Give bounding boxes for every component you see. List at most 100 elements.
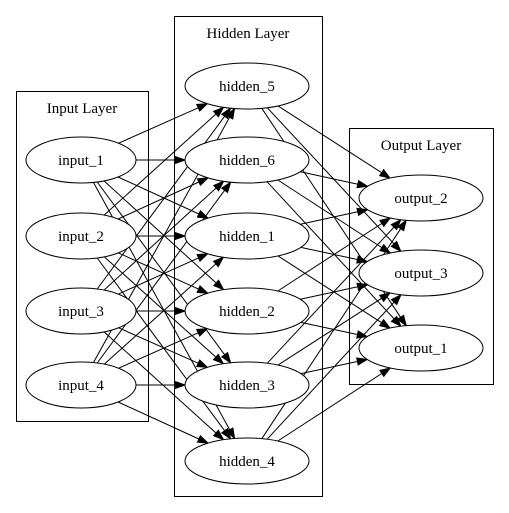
node-hidden_1: hidden_1	[184, 212, 310, 260]
edge-hidden_6-to-output_2	[300, 171, 358, 185]
node-hidden_3: hidden_3	[184, 361, 310, 409]
edge-input_2-to-hidden_5	[103, 113, 217, 216]
arrowhead-hidden_3-to-output_1	[356, 357, 369, 366]
edge-input_3-to-hidden_6	[103, 187, 217, 291]
cluster-input-label: Input Layer	[47, 101, 117, 117]
edge-hidden_6-to-output_3	[277, 179, 383, 249]
node-hidden_5: hidden_5	[184, 62, 310, 110]
node-output_3-label: output_3	[394, 266, 447, 282]
arrowhead-hidden_4-to-output_2	[396, 219, 408, 232]
arrowhead-input_1-to-hidden_2	[212, 279, 225, 291]
arrowhead-input_4-to-hidden_5	[225, 107, 236, 120]
edge-hidden_1-to-output_2	[300, 211, 358, 225]
node-input_3-label: input_3	[58, 304, 104, 320]
arrowhead-input_3-to-hidden_1	[196, 253, 210, 263]
arrowhead-input_3-to-hidden_6	[212, 180, 225, 192]
edge-hidden_6-to-output_1	[266, 181, 395, 320]
arrowhead-hidden_5-to-output_3	[390, 240, 402, 253]
node-hidden_6-label: hidden_6	[219, 153, 275, 169]
node-output_1: output_1	[358, 324, 484, 372]
edge-hidden_2-to-output_1	[300, 321, 358, 335]
arrowhead-hidden_1-to-output_3	[356, 255, 369, 264]
edge-hidden_4-to-output_3	[266, 301, 395, 440]
arrowhead-hidden_4-to-output_3	[390, 293, 402, 306]
node-input_2: input_2	[25, 212, 137, 260]
node-output_2: output_2	[358, 174, 484, 222]
arrowhead-input_2-to-hidden_4	[220, 427, 232, 440]
node-input_1-ellipse	[25, 136, 137, 184]
arrowhead-input_3-to-hidden_3	[195, 359, 209, 368]
node-input_3: input_3	[25, 287, 137, 335]
edge-hidden_3-to-output_2	[266, 226, 395, 364]
node-layer: input_1 input_2 input_3 input_4 hidden_5hidd…	[25, 62, 484, 485]
node-hidden_4: hidden_4	[184, 437, 310, 485]
edge-input_3-to-hidden_4	[103, 331, 217, 434]
arrowhead-hidden_6-to-output_1	[390, 315, 402, 328]
edge-layer	[92, 103, 408, 444]
cluster-output-label: Output Layer	[381, 138, 461, 154]
node-hidden_3-ellipse	[184, 361, 310, 409]
edge-input_2-to-hidden_6	[117, 181, 200, 220]
node-hidden_4-label: hidden_4	[219, 454, 275, 470]
node-input_4: input_4	[25, 361, 137, 409]
node-hidden_2-label: hidden_2	[219, 304, 275, 320]
arrowhead-input_2-to-hidden_6	[196, 177, 210, 187]
node-input_1: input_1	[25, 136, 137, 184]
node-input_2-label: input_2	[58, 229, 104, 245]
edge-input_3-to-hidden_1	[118, 257, 199, 295]
node-hidden_2-ellipse	[184, 287, 310, 335]
node-output_2-ellipse	[358, 174, 484, 222]
cluster-layer: Input Layer Hidden Layer Output Layer	[16, 16, 494, 497]
arrowhead-hidden_3-to-output_2	[390, 218, 402, 231]
arrowhead-hidden_6-to-output_2	[356, 179, 370, 189]
arrowhead-input_2-to-hidden_1	[174, 231, 187, 241]
edge-hidden_2-to-output_2	[277, 222, 383, 292]
arrowhead-input_1-to-hidden_6	[174, 155, 187, 165]
arrowhead-hidden_1-to-output_2	[356, 207, 370, 217]
edge-input_2-to-hidden_2	[118, 252, 199, 290]
edge-hidden_5-to-output_2	[277, 105, 382, 174]
edge-hidden_4-to-output_1	[277, 372, 383, 442]
node-input_1-label: input_1	[58, 153, 104, 169]
node-hidden_3-label: hidden_3	[219, 378, 275, 394]
node-hidden_6: hidden_6	[184, 136, 310, 184]
cluster-output-box	[349, 128, 494, 385]
edge-input_1-to-hidden_5	[118, 107, 199, 144]
arrowhead-input_4-to-hidden_2	[195, 328, 209, 337]
edge-input_4-to-hidden_1	[103, 263, 217, 365]
arrowhead-input_4-to-hidden_6	[220, 181, 232, 194]
arrowhead-input_4-to-hidden_3	[174, 380, 187, 390]
arrowhead-hidden_2-to-output_2	[379, 217, 392, 228]
node-output_1-label: output_1	[394, 341, 447, 357]
node-output_3-ellipse	[358, 249, 484, 297]
arrowhead-input_2-to-hidden_3	[212, 353, 225, 365]
arrowhead-hidden_4-to-output_1	[379, 367, 392, 378]
edge-hidden_1-to-output_3	[300, 246, 358, 260]
cluster-hidden-label: Hidden Layer	[207, 26, 290, 42]
edge-input_4-to-hidden_4	[117, 401, 200, 440]
cluster-hidden-box	[174, 16, 323, 497]
arrowhead-hidden_5-to-output_2	[378, 168, 392, 179]
node-hidden_6-ellipse	[184, 136, 310, 184]
node-output_2-label: output_2	[394, 191, 447, 207]
node-output_1-ellipse	[358, 324, 484, 372]
edge-input_1-to-hidden_1	[117, 176, 200, 215]
edge-input_4-to-hidden_6	[96, 189, 226, 364]
edge-input_3-to-hidden_3	[118, 327, 199, 364]
arrowhead-input_4-to-hidden_1	[212, 256, 225, 268]
arrowhead-hidden_3-to-output_3	[378, 292, 392, 303]
arrowhead-input_3-to-hidden_2	[174, 306, 187, 316]
node-input_3-ellipse	[25, 287, 137, 335]
node-hidden_1-ellipse	[184, 212, 310, 260]
node-output_3: output_3	[358, 249, 484, 297]
arrowhead-hidden_5-to-output_1	[396, 314, 408, 327]
edge-hidden_5-to-output_3	[266, 107, 395, 245]
arrowhead-input_3-to-hidden_4	[212, 429, 225, 441]
node-hidden_2: hidden_2	[184, 287, 310, 335]
edge-hidden_1-to-output_1	[277, 255, 382, 324]
cluster-input-box	[16, 91, 149, 422]
edge-hidden_3-to-output_3	[277, 297, 382, 366]
node-hidden_5-label: hidden_5	[219, 79, 275, 95]
node-input_4-label: input_4	[58, 378, 104, 394]
